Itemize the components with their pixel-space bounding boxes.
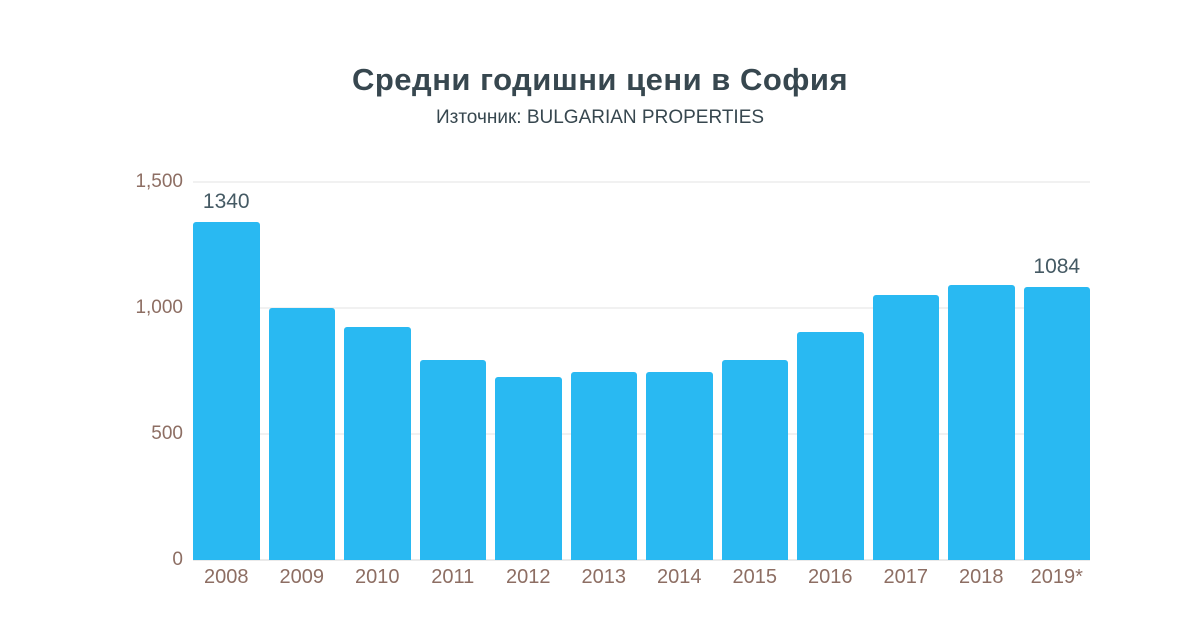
chart-subtitle: Източник: BULGARIAN PROPERTIES	[435, 107, 765, 128]
x-axis-label-2015: 2015	[732, 566, 778, 588]
y-axis-tick-label: 500	[151, 423, 183, 444]
bar-2009	[268, 308, 335, 560]
x-axis-label-2014: 2014	[657, 566, 702, 588]
bar-2011	[419, 359, 486, 560]
x-axis-label-2018: 2018	[959, 566, 1004, 588]
gridline-1,000	[193, 307, 1090, 309]
bar-2013	[570, 372, 637, 560]
y-axis-tick-label: 1,500	[135, 171, 183, 192]
bar-value-label-2008: 1340	[202, 190, 250, 214]
gridline-500	[193, 433, 1090, 435]
x-axis-label-2011: 2011	[431, 566, 475, 588]
x-axis-label-2016: 2016	[808, 566, 853, 588]
plot-area: 1340 1084	[193, 181, 1090, 561]
x-axis-label-2017: 2017	[883, 566, 929, 588]
chart-title: Средни годишни цени в София	[351, 62, 849, 97]
gridlines	[193, 181, 1090, 561]
bar-2017	[872, 295, 939, 560]
y-axis-tick-label: 0	[172, 549, 183, 570]
y-axis-tick-label: 1,000	[135, 297, 183, 318]
bar-2018	[948, 285, 1015, 560]
bar-value-label-2019*: 1084	[1033, 254, 1081, 278]
x-axis-label-2010: 2010	[355, 566, 400, 588]
gridline-1,500	[193, 181, 1090, 183]
x-axis: 2008 2009 2010 2011 2012 2013 2014 2015 2016 2017…	[193, 566, 1090, 589]
bar-2008: 1340	[193, 190, 260, 560]
bar-2010	[344, 326, 411, 560]
y-axis: 0 500 1,000 1,500	[0, 171, 183, 570]
bar-2015	[721, 359, 788, 560]
x-axis-label-2013: 2013	[581, 566, 627, 588]
bar-2012	[495, 377, 562, 560]
bar-2019*: 1084	[1023, 255, 1090, 560]
x-axis-label-2012: 2012	[506, 566, 551, 588]
gridline-0	[193, 559, 1090, 561]
bar-2014	[646, 372, 713, 560]
x-axis-label-2008: 2008	[204, 566, 249, 588]
bar-2016	[797, 331, 864, 560]
bars-container: 1340 1084	[193, 182, 1090, 560]
x-axis-label-2019*: 2019*	[1030, 566, 1083, 588]
x-axis-label-2009: 2009	[279, 566, 325, 588]
